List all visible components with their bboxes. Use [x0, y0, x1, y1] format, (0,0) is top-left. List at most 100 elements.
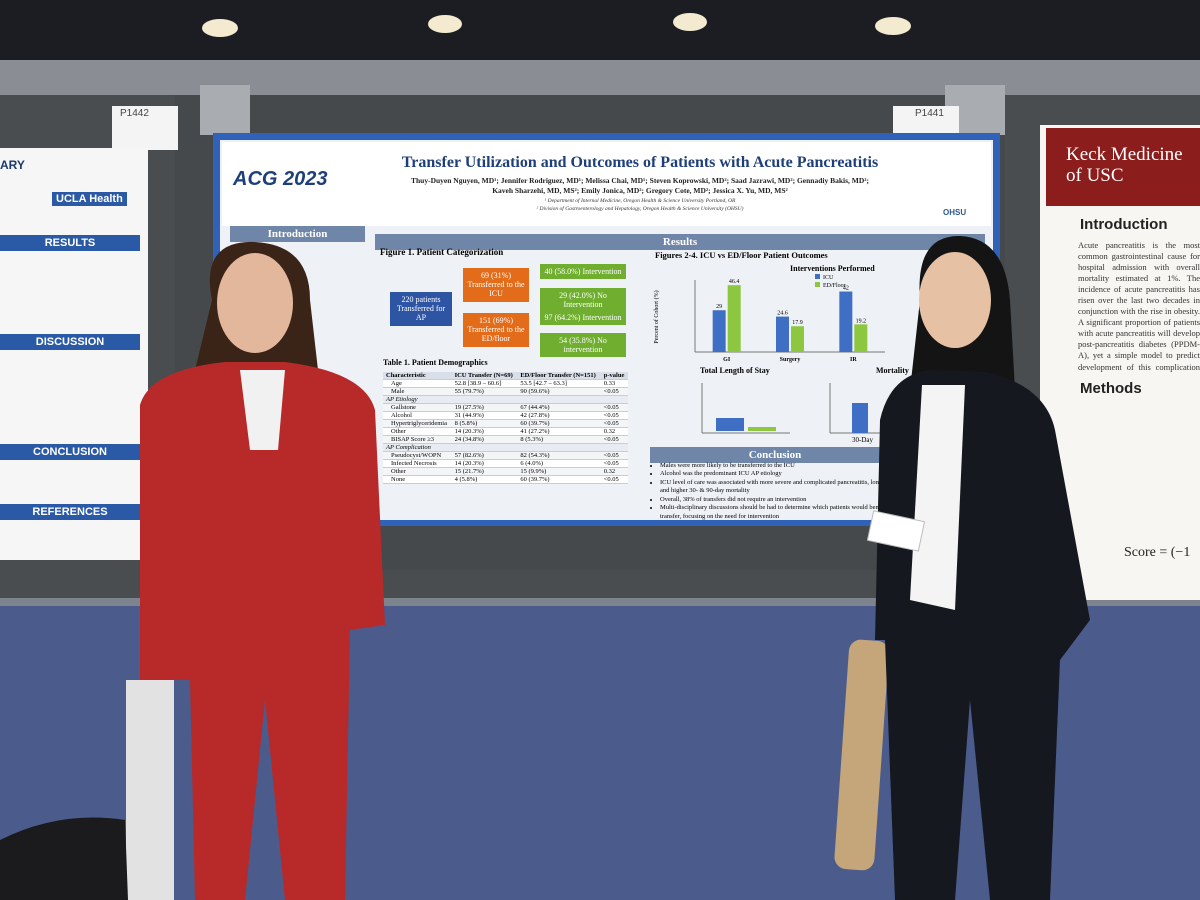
- table-header-cell: p-value: [600, 372, 628, 380]
- table-cell: 42 (27.8%): [517, 411, 601, 420]
- table-cell: Pseudocyst/WOPN: [383, 451, 452, 460]
- left-poster-title: ARY: [0, 158, 25, 172]
- table-row: Alcohol 31 (44.9%) 42 (27.8%) <0.05: [383, 411, 628, 420]
- table-cell: 8 (5.8%): [451, 419, 518, 428]
- right-poster-text: Acute pancreatitis is the most common ga…: [1078, 240, 1200, 372]
- interventions-chart: Percent of Cohort (%) GI 29 46.4 Surgery 24.6…: [653, 274, 885, 363]
- flow-box: 54 (35.8%) No intervention: [540, 333, 626, 358]
- bar: [776, 316, 789, 352]
- table-cell: 19 (27.5%): [451, 403, 518, 412]
- table-cell: [451, 395, 518, 404]
- table-row: Gallstone 19 (27.5%) 67 (44.4%) <0.05: [383, 403, 628, 412]
- table-header-cell: ED/Floor Transfer (N=151): [517, 372, 601, 380]
- booth-number: P1442: [120, 108, 149, 119]
- table-cell: 67 (44.4%): [517, 403, 601, 412]
- table-cell: 57 (82.6%): [451, 451, 518, 460]
- flow-box: 69 (31%) Transferred to the ICU: [463, 268, 529, 302]
- table-cell: BISAP Score ≥3: [383, 435, 452, 444]
- table-header-row: Characteristic ICU Transfer (N=69) ED/Floo…: [383, 372, 628, 380]
- legend-label: ICU: [823, 275, 834, 281]
- table-cell: Other: [383, 467, 452, 476]
- flow-box: 151 (69%) Transferred to the ED/floor: [463, 313, 529, 347]
- table-cell: 4 (5.8%): [451, 475, 518, 484]
- section-heading: Introduction: [230, 226, 365, 242]
- flow-box: 97 (64.2%) Intervention: [540, 310, 626, 326]
- flow-box: 40 (58.0%) Intervention: [540, 264, 626, 280]
- los-chart: [701, 383, 880, 434]
- table-cell: <0.05: [600, 459, 628, 468]
- flow-box: 29 (42.0%) No Intervention: [540, 288, 626, 313]
- x-tick-label: IR: [850, 357, 857, 363]
- y-axis-label: Percent of Cohort (%): [653, 290, 660, 343]
- legend-swatch: [815, 274, 820, 279]
- right-poster-logo: Keck Medicine of USC: [1066, 144, 1183, 186]
- table-cell: 55 (79.7%): [451, 387, 518, 396]
- table-cell: 15 (21.7%): [451, 467, 518, 476]
- table-cell: <0.05: [600, 411, 628, 420]
- right-poster-heading: Methods: [1080, 380, 1142, 397]
- table-cell: 14 (20.3%): [451, 427, 518, 436]
- table-cell: Other: [383, 427, 452, 436]
- axis-label: 30-Day: [852, 436, 873, 444]
- table-row: AP Complication: [383, 443, 628, 452]
- value-label: 17.9: [792, 320, 803, 326]
- conclusion-item: Males were more likely to be transferred…: [660, 462, 905, 470]
- table-cell: [451, 443, 518, 452]
- table-row: Pseudocyst/WOPN 57 (82.6%) 82 (54.3%) <0.05: [383, 451, 628, 460]
- left-poster-heading: CONCLUSION: [0, 444, 140, 460]
- table-row: AP Etiology: [383, 395, 628, 404]
- table-row: None 4 (5.8%) 60 (39.7%) <0.05: [383, 475, 628, 484]
- figure-title: Figure 1. Patient Categorization: [380, 247, 504, 257]
- poster-affiliation: ¹ Department of Internal Medicine, Orego…: [544, 198, 736, 204]
- chart-title: Mortality: [876, 366, 909, 375]
- chart-title: Interventions Performed: [790, 264, 875, 273]
- flow-box: 220 patients Transferred for AP: [390, 292, 452, 326]
- table-cell: AP Etiology: [383, 395, 452, 404]
- table-cell: <0.05: [600, 387, 628, 396]
- value-label: 46.4: [729, 279, 740, 285]
- legend-swatch: [815, 282, 820, 287]
- table-row: Hypertriglyceridemia 8 (5.8%) 60 (39.7%) <0…: [383, 419, 628, 428]
- chart-title: Total Length of Stay: [700, 366, 770, 375]
- institution-logo: OHSU: [943, 208, 967, 217]
- legend-label: ED/Floor: [823, 283, 846, 289]
- table-cell: <0.05: [600, 475, 628, 484]
- table-cell: 8 (5.3%): [517, 435, 601, 444]
- conference-logo: ACG 2023: [233, 168, 328, 190]
- table-cell: 41 (27.2%): [517, 427, 601, 436]
- table-cell: 0.32: [600, 427, 628, 436]
- table-cell: None: [383, 475, 452, 484]
- bar: [712, 310, 726, 352]
- section-heading: Results: [375, 234, 985, 250]
- table-cell: Age: [383, 379, 452, 388]
- table-cell: [517, 395, 601, 404]
- table-cell: Male: [383, 387, 452, 396]
- table-cell: <0.05: [600, 435, 628, 444]
- right-poster-formula: Score = (−1: [1124, 545, 1191, 560]
- table-cell: 60 (39.7%): [517, 419, 601, 428]
- table-cell: <0.05: [600, 403, 628, 412]
- table-cell: Gallstone: [383, 403, 452, 412]
- left-poster-heading: RESULTS: [0, 235, 140, 251]
- table-cell: 90 (59.6%): [517, 387, 601, 396]
- table-cell: 82 (54.3%): [517, 451, 601, 460]
- table-cell: 0.32: [600, 467, 628, 476]
- table-cell: 24 (34.8%): [451, 435, 518, 444]
- left-poster-heading: REFERENCES: [0, 504, 140, 520]
- conclusion-item: Overall, 38% of transfers did not requir…: [660, 496, 905, 504]
- table-header-cell: Characteristic: [383, 372, 452, 380]
- section-heading: Conclusion: [650, 447, 900, 463]
- table-cell: [600, 443, 628, 452]
- table-row: Other 14 (20.3%) 41 (27.2%) 0.32: [383, 427, 628, 436]
- table-cell: Hypertriglyceridemia: [383, 419, 452, 428]
- value-label: 24.6: [777, 311, 788, 317]
- table-cell: 60 (39.7%): [517, 475, 601, 484]
- bar: [854, 324, 868, 352]
- x-tick-label: Surgery: [780, 357, 801, 363]
- poster-authors: Thuy-Duyen Nguyen, MD¹; Jennifer Rodrigu…: [411, 176, 869, 185]
- conclusion-item: Alcohol was the predominant ICU AP etiol…: [660, 470, 905, 478]
- table-cell: <0.05: [600, 419, 628, 428]
- conclusion-item: ICU level of care was associated with mo…: [660, 479, 905, 496]
- table-cell: 52.8 [38.9 – 60.6]: [451, 379, 518, 388]
